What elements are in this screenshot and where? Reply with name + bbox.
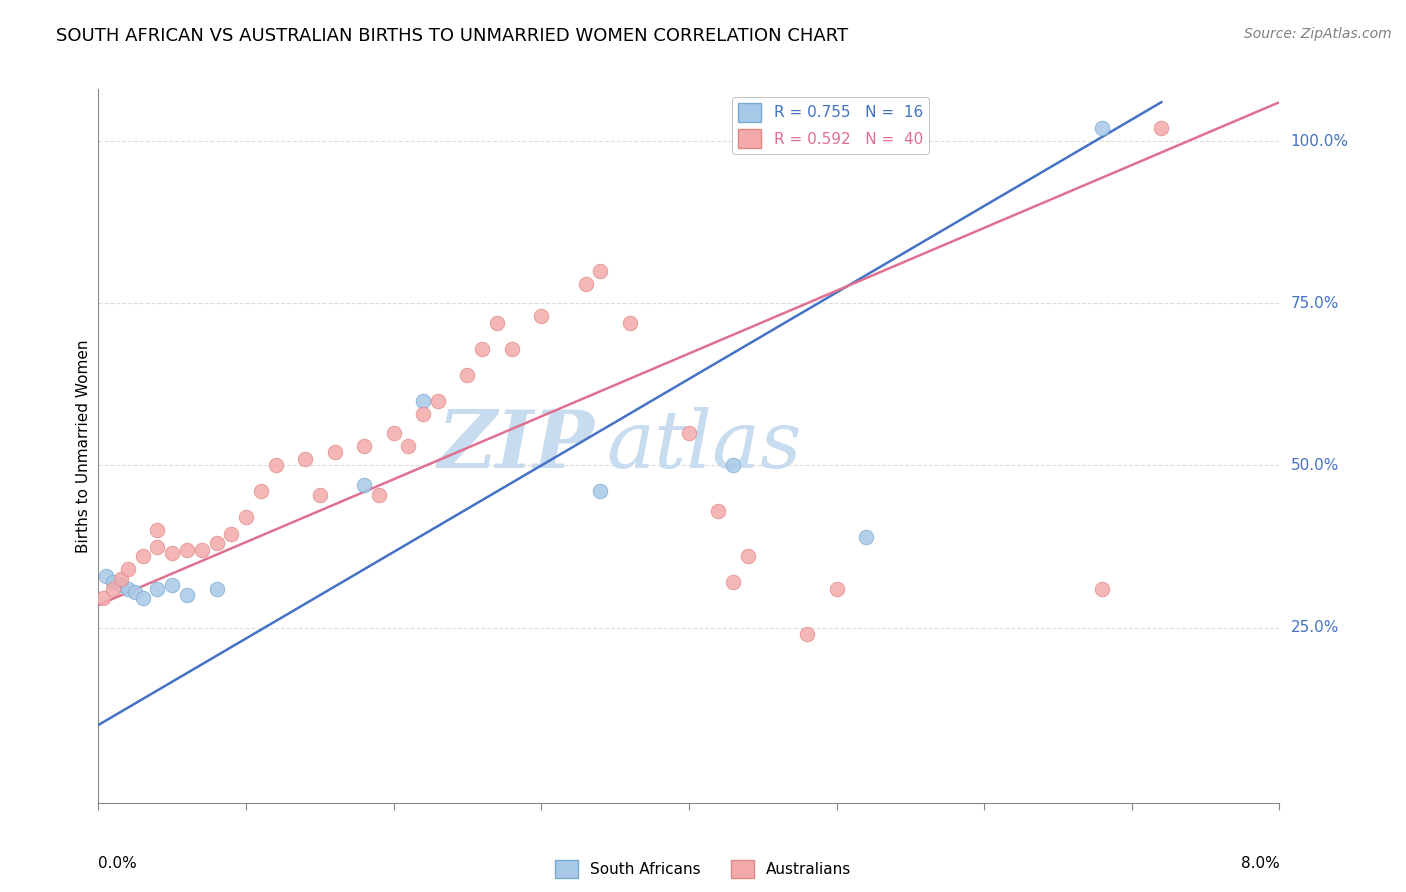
Point xyxy=(117,582,139,596)
Point xyxy=(308,488,332,502)
Text: SOUTH AFRICAN VS AUSTRALIAN BIRTHS TO UNMARRIED WOMEN CORRELATION CHART: SOUTH AFRICAN VS AUSTRALIAN BIRTHS TO UN… xyxy=(56,27,848,45)
Point xyxy=(91,591,114,606)
Point xyxy=(574,277,596,291)
Text: 8.0%: 8.0% xyxy=(1240,856,1279,871)
Point xyxy=(501,342,523,356)
Point xyxy=(1091,121,1114,136)
Point xyxy=(412,393,434,408)
Point xyxy=(721,575,744,590)
Point xyxy=(110,578,132,592)
Point xyxy=(103,575,124,590)
Point xyxy=(471,342,494,356)
Point xyxy=(367,488,389,502)
Point xyxy=(396,439,419,453)
Point xyxy=(146,540,169,554)
Point xyxy=(1150,121,1173,136)
Point xyxy=(146,524,169,538)
Point xyxy=(796,627,818,641)
Point xyxy=(456,368,478,382)
Text: atlas: atlas xyxy=(606,408,801,484)
Point xyxy=(678,425,700,440)
Point xyxy=(353,478,375,492)
Point xyxy=(117,562,139,576)
Point xyxy=(264,458,287,473)
Legend: R = 0.755   N =  16, R = 0.592   N =  40: R = 0.755 N = 16, R = 0.592 N = 40 xyxy=(733,97,929,154)
Text: Source: ZipAtlas.com: Source: ZipAtlas.com xyxy=(1244,27,1392,41)
Point xyxy=(1091,582,1114,596)
Point xyxy=(294,452,316,467)
Point xyxy=(485,316,508,330)
Point xyxy=(110,572,132,586)
Point xyxy=(219,526,242,541)
Point xyxy=(235,510,257,524)
Point xyxy=(412,407,434,421)
Point xyxy=(619,316,641,330)
Point xyxy=(250,484,273,499)
Point xyxy=(707,504,730,518)
Point xyxy=(124,585,146,599)
Point xyxy=(353,439,375,453)
Point xyxy=(205,536,228,550)
Point xyxy=(132,591,155,606)
Point xyxy=(323,445,346,459)
Text: ZIP: ZIP xyxy=(437,408,595,484)
Point xyxy=(146,582,169,596)
Point xyxy=(132,549,155,564)
Point xyxy=(721,458,744,473)
Point xyxy=(589,484,612,499)
Point xyxy=(426,393,449,408)
Point xyxy=(825,582,848,596)
Point xyxy=(176,588,198,602)
Point xyxy=(205,582,228,596)
Point xyxy=(855,530,877,544)
Y-axis label: Births to Unmarried Women: Births to Unmarried Women xyxy=(76,339,91,553)
Point xyxy=(530,310,553,324)
Point xyxy=(162,578,183,592)
Point xyxy=(737,549,759,564)
Text: 50.0%: 50.0% xyxy=(1291,458,1339,473)
Point xyxy=(191,542,214,557)
Text: 75.0%: 75.0% xyxy=(1291,296,1339,310)
Point xyxy=(162,546,183,560)
Text: 100.0%: 100.0% xyxy=(1291,134,1348,149)
Text: 0.0%: 0.0% xyxy=(98,856,138,871)
Point xyxy=(176,542,198,557)
Point xyxy=(589,264,612,278)
Legend: South Africans, Australians: South Africans, Australians xyxy=(548,854,858,884)
Point xyxy=(382,425,405,440)
Point xyxy=(103,582,124,596)
Text: 25.0%: 25.0% xyxy=(1291,620,1339,635)
Point xyxy=(94,568,117,582)
